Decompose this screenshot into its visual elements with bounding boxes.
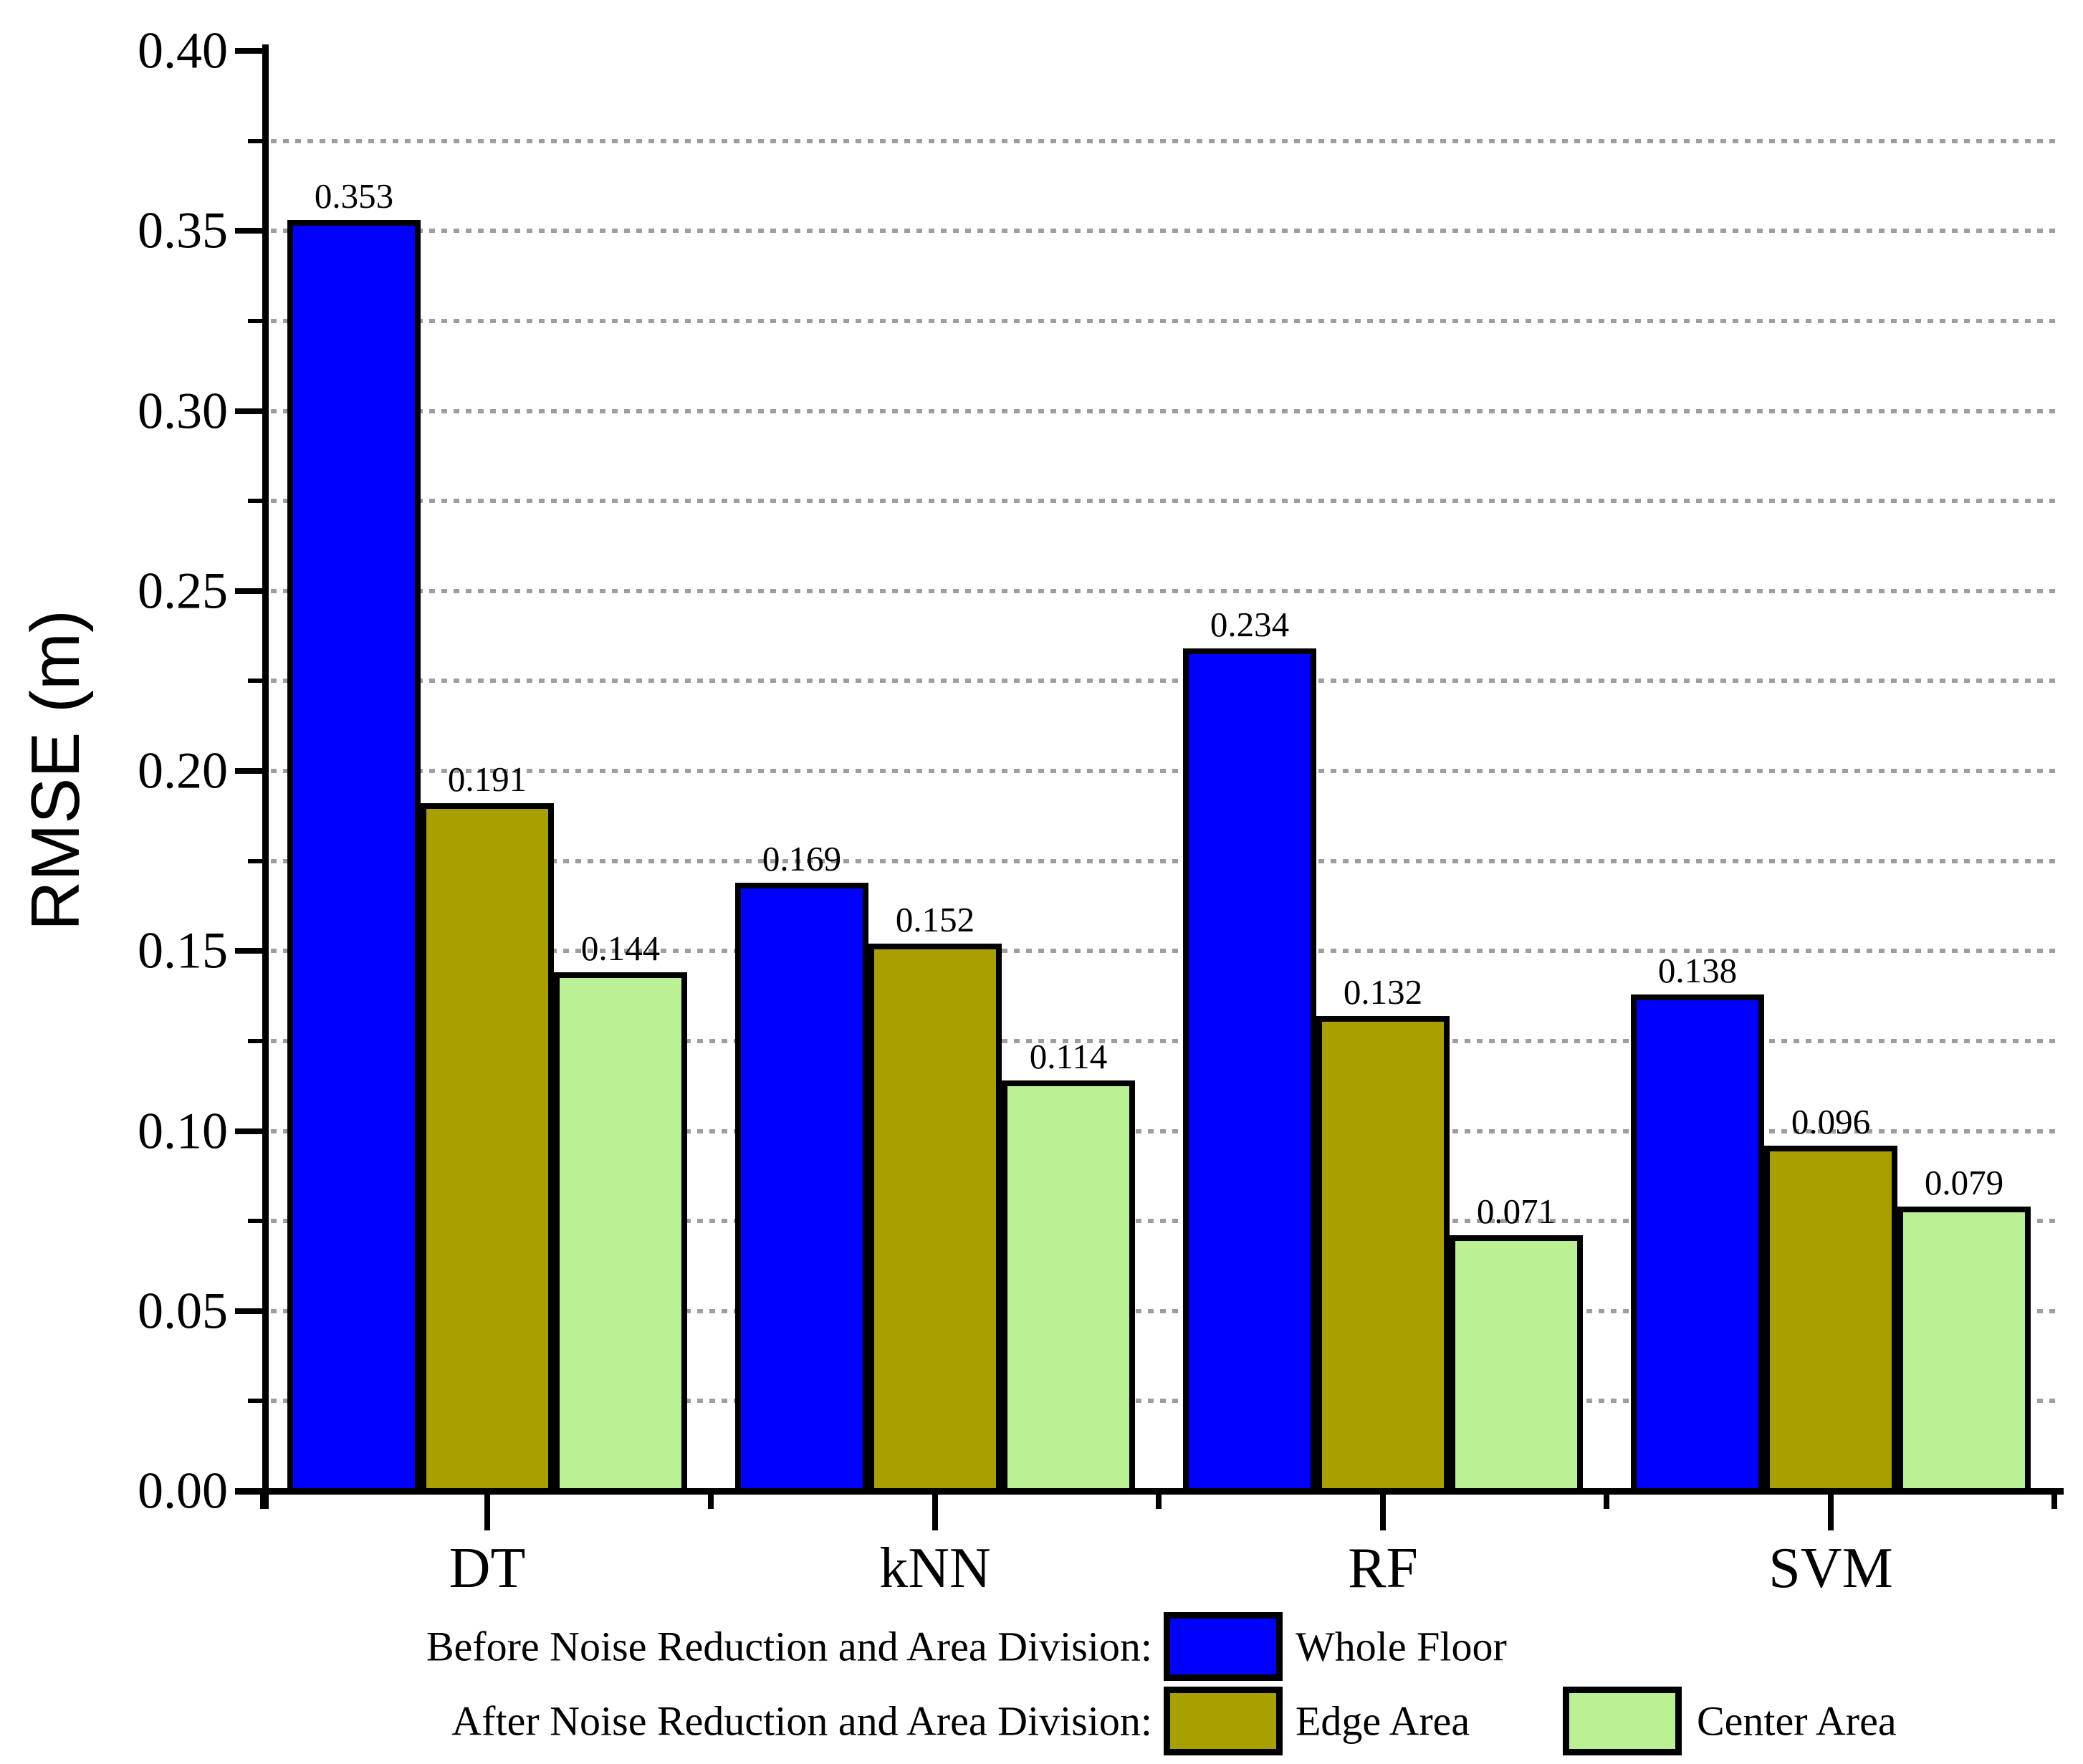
x-major-tick bbox=[484, 1495, 490, 1530]
y-major-tick bbox=[235, 948, 262, 954]
bar-value-label: 0.114 bbox=[1029, 1037, 1108, 1076]
bar-value-label: 0.096 bbox=[1791, 1102, 1871, 1141]
y-minor-tick bbox=[248, 139, 262, 143]
legend-prefix-before: Before Noise Reduction and Area Division… bbox=[426, 1623, 1152, 1670]
legend-swatch-center-area bbox=[1563, 1687, 1682, 1755]
y-minor-tick bbox=[248, 1039, 262, 1043]
y-tick-label: 0.40 bbox=[138, 21, 228, 80]
category-label: RF bbox=[1348, 1537, 1418, 1600]
y-tick-label: 0.25 bbox=[138, 562, 228, 620]
gridline bbox=[271, 1219, 2055, 1223]
y-major-tick bbox=[235, 408, 262, 414]
y-tick-label: 0.20 bbox=[138, 742, 228, 800]
x-major-tick bbox=[1380, 1495, 1386, 1530]
y-minor-tick bbox=[248, 1219, 262, 1223]
bar-value-label: 0.353 bbox=[314, 176, 394, 216]
x-boundary-tick bbox=[260, 1495, 266, 1509]
legend-prefix-after: After Noise Reduction and Area Division: bbox=[451, 1697, 1152, 1745]
gridline bbox=[271, 679, 2055, 683]
bar-whole-floor bbox=[1631, 994, 1764, 1494]
x-axis-line bbox=[235, 1488, 2064, 1495]
gridline bbox=[271, 319, 2055, 323]
category-label: kNN bbox=[879, 1537, 991, 1600]
gridline bbox=[271, 1309, 2055, 1313]
legend-swatch-whole-floor bbox=[1164, 1612, 1283, 1681]
bar-whole-floor bbox=[287, 220, 421, 1494]
bar-value-label: 0.079 bbox=[1924, 1163, 2004, 1202]
x-major-tick bbox=[932, 1495, 938, 1530]
gridline bbox=[271, 1039, 2055, 1043]
category-label: DT bbox=[449, 1537, 526, 1600]
x-boundary-tick bbox=[708, 1495, 714, 1509]
x-boundary-tick bbox=[1604, 1495, 1609, 1509]
y-tick-label: 0.35 bbox=[138, 201, 228, 259]
y-minor-tick bbox=[248, 319, 262, 323]
y-tick-label: 0.10 bbox=[138, 1102, 228, 1160]
gridline bbox=[271, 589, 2055, 593]
category-label: SVM bbox=[1768, 1537, 1893, 1600]
y-minor-tick bbox=[248, 499, 262, 503]
x-major-tick bbox=[1828, 1495, 1834, 1530]
bar-edge-area bbox=[868, 944, 1002, 1494]
gridline bbox=[271, 139, 2055, 143]
bar-value-label: 0.138 bbox=[1657, 951, 1738, 990]
gridline bbox=[271, 949, 2055, 953]
gridline bbox=[271, 1129, 2055, 1133]
y-tick-label: 0.30 bbox=[138, 382, 228, 440]
bar-value-label: 0.144 bbox=[580, 929, 661, 968]
y-minor-tick bbox=[248, 859, 262, 863]
bar-center-area bbox=[1897, 1207, 2031, 1494]
gridline bbox=[271, 859, 2055, 863]
gridline bbox=[271, 409, 2055, 413]
x-boundary-tick bbox=[2051, 1495, 2057, 1509]
y-major-tick bbox=[235, 228, 262, 234]
y-axis-line bbox=[262, 44, 269, 1509]
legend-label-whole-floor: Whole Floor bbox=[1296, 1623, 1507, 1670]
y-tick-label: 0.00 bbox=[138, 1462, 228, 1520]
y-major-tick bbox=[235, 48, 262, 54]
gridline bbox=[271, 499, 2055, 503]
legend-swatch-edge-area bbox=[1164, 1687, 1283, 1755]
legend-label-center-area: Center Area bbox=[1697, 1697, 1897, 1745]
x-boundary-tick bbox=[1156, 1495, 1162, 1509]
y-major-tick bbox=[235, 1488, 262, 1494]
bar-edge-area bbox=[1316, 1016, 1450, 1494]
bar-whole-floor bbox=[735, 883, 868, 1494]
bar-value-label: 0.191 bbox=[447, 759, 527, 799]
gridline bbox=[271, 229, 2055, 233]
y-major-tick bbox=[235, 588, 262, 594]
bar-edge-area bbox=[1764, 1146, 1897, 1494]
bar-center-area bbox=[554, 972, 687, 1494]
y-tick-label: 0.05 bbox=[138, 1282, 228, 1340]
gridline bbox=[271, 1399, 2055, 1403]
y-major-tick bbox=[235, 1308, 262, 1314]
bar-center-area bbox=[1450, 1235, 1583, 1494]
bar-whole-floor bbox=[1183, 648, 1316, 1494]
y-minor-tick bbox=[248, 679, 262, 683]
bar-value-label: 0.071 bbox=[1476, 1192, 1556, 1231]
y-minor-tick bbox=[248, 1399, 262, 1403]
y-tick-label: 0.15 bbox=[138, 921, 228, 979]
bar-value-label: 0.169 bbox=[762, 839, 842, 878]
bar-edge-area bbox=[421, 803, 554, 1494]
bar-value-label: 0.152 bbox=[895, 900, 975, 939]
bar-center-area bbox=[1002, 1080, 1135, 1494]
y-major-tick bbox=[235, 1128, 262, 1134]
legend-label-edge-area: Edge Area bbox=[1296, 1697, 1470, 1745]
bar-value-label: 0.132 bbox=[1343, 972, 1423, 1012]
bar-value-label: 0.234 bbox=[1210, 605, 1290, 644]
gridline bbox=[271, 769, 2055, 773]
y-major-tick bbox=[235, 768, 262, 774]
